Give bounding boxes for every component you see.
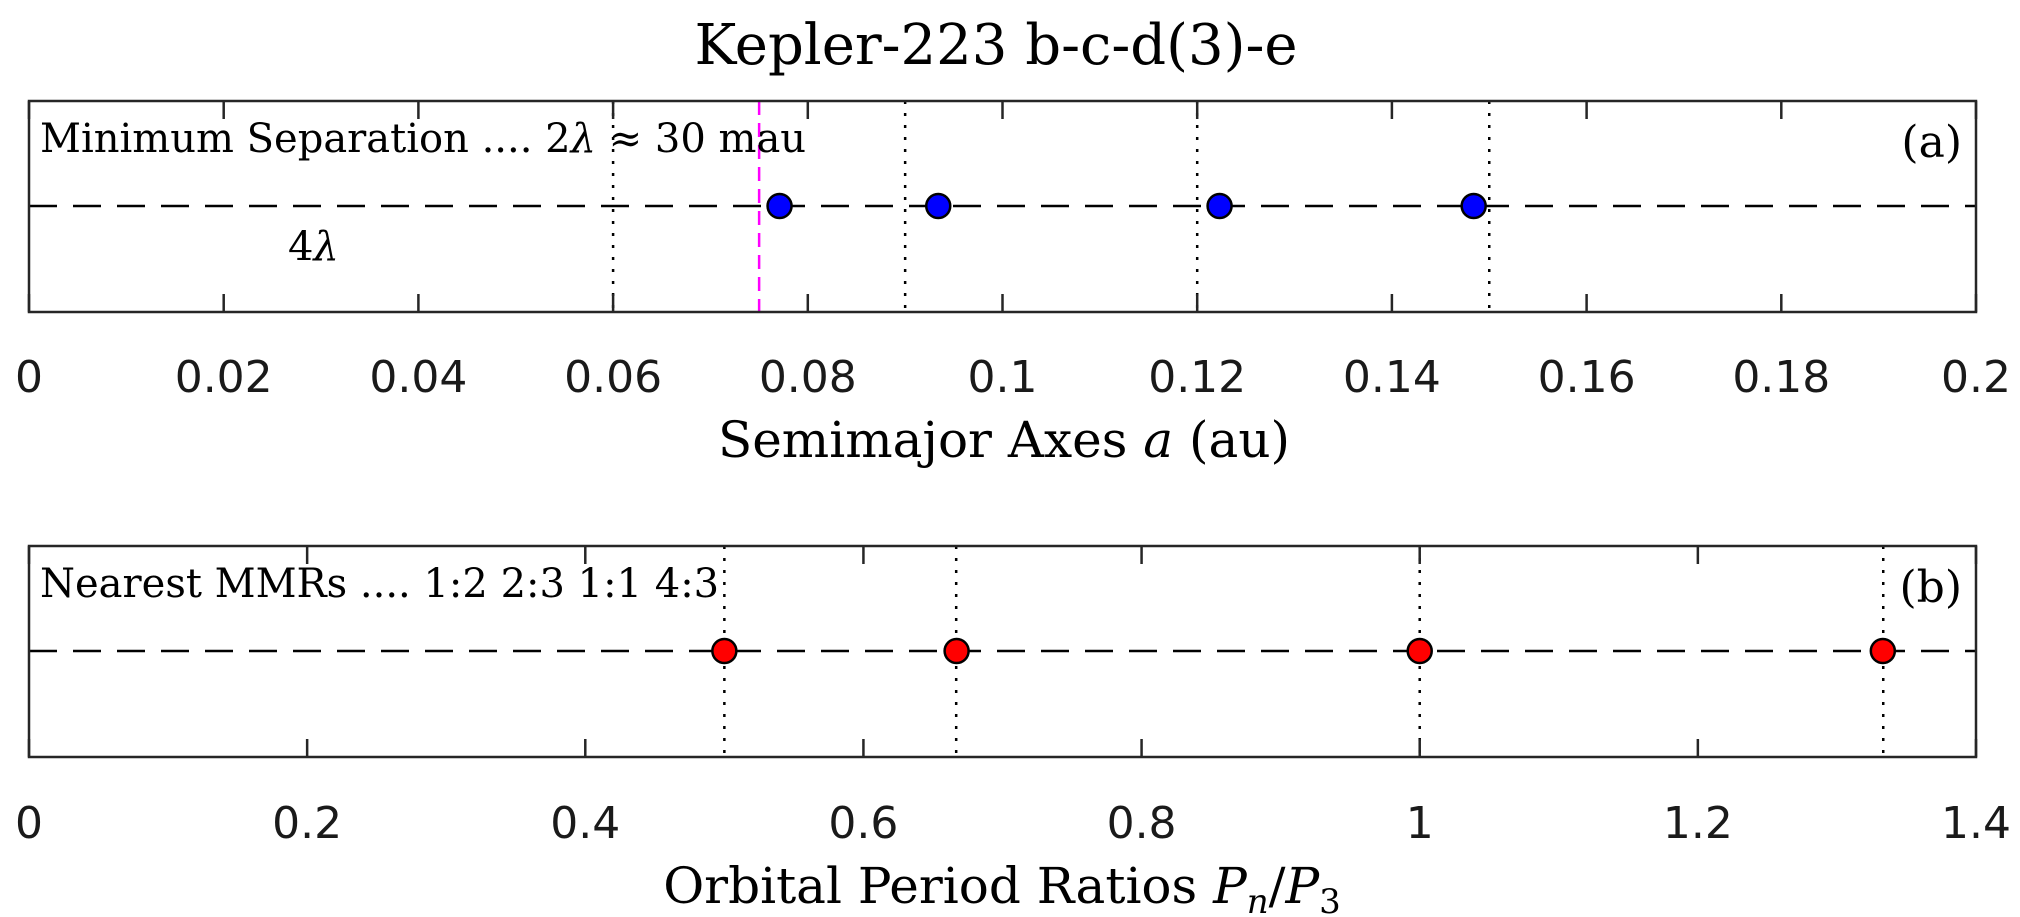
panel-b-tick-label-7: 1.4: [1941, 798, 2011, 849]
panel-a-tick-label-2: 0.04: [369, 352, 467, 403]
panel-a-xlabel-suffix: (au): [1173, 411, 1290, 469]
panel-b-tick-labels: 0 0.2 0.4 0.6 0.8 1 1.2 1.4: [15, 798, 2011, 849]
panel-a-tick-label-7: 0.14: [1343, 352, 1441, 403]
panel-a-point-1: [924, 192, 952, 220]
panel-b-xlabel-slash: /: [1269, 857, 1286, 915]
panel-a: Minimum Separation .... 2λ ≈ 30 mau 4λ (…: [15, 99, 2011, 469]
panel-b-point-3: [1869, 637, 1897, 665]
panel-a-lambda-1: λ: [569, 116, 596, 162]
panel-a-points: [766, 192, 1487, 220]
panel-a-ticks: [27, 101, 1978, 312]
panel-b-tick-label-3: 0.6: [828, 798, 898, 849]
panel-b-tick-label-4: 0.8: [1107, 798, 1177, 849]
panel-b-tick-label-0: 0: [15, 798, 43, 849]
panel-b-frame: [27, 544, 1978, 759]
panel-a-tag: (a): [1901, 117, 1962, 168]
panel-a-tick-label-10: 0.2: [1941, 352, 2011, 403]
panel-b-tick-label-5: 1: [1406, 798, 1434, 849]
panel-a-point-3: [1460, 192, 1487, 220]
panel-a-tick-label-5: 0.1: [968, 352, 1038, 403]
panel-a-reference-lines: [611, 101, 1491, 312]
panel-b-tag: (b): [1900, 562, 1963, 613]
panel-a-tick-label-4: 0.08: [759, 352, 857, 403]
panel-b-tick-label-1: 0.2: [272, 798, 342, 849]
panel-a-tick-label-6: 0.12: [1148, 352, 1246, 403]
panel-b-point-2: [1406, 637, 1433, 665]
panel-a-xlabel: Semimajor Axes a (au): [718, 411, 1290, 469]
panel-a-annotation-line2: 4λ: [288, 224, 339, 270]
panel-a-annotation-suffix: ≈ 30 mau: [596, 116, 806, 162]
panel-a-tick-label-3: 0.06: [564, 352, 662, 403]
panel-b-tick-label-2: 0.4: [550, 798, 620, 849]
panel-b-point-0: [711, 637, 738, 665]
panel-a-annotation-prefix: Minimum Separation .... 2: [40, 116, 571, 162]
panel-a-lambda-2: λ: [311, 224, 338, 270]
panel-a-tick-label-8: 0.16: [1538, 352, 1636, 403]
panel-a-xlabel-prefix: Semimajor Axes: [718, 411, 1143, 469]
panel-b-ticks: [27, 546, 1978, 757]
panel-a-point-0: [766, 192, 793, 220]
panel-a-tick-label-0: 0: [15, 352, 43, 403]
panel-b-xlabel-var-2: P: [1285, 857, 1321, 915]
panel-b-annotation: Nearest MMRs .... 1:2 2:3 1:1 4:3: [40, 561, 719, 607]
panel-b-point-1: [943, 637, 970, 665]
panel-b-points: [711, 637, 1897, 665]
panel-a-xlabel-var: a: [1143, 411, 1173, 469]
panel-b-tick-label-6: 1.2: [1663, 798, 1733, 849]
panel-b-xlabel: Orbital Period Ratios Pn/P3: [663, 857, 1341, 917]
panel-a-tick-label-1: 0.02: [175, 352, 273, 403]
panel-b-xlabel-sub-2: 3: [1319, 882, 1341, 917]
panel-a-annotation2-prefix: 4: [288, 224, 313, 270]
chart-title: Kepler-223 b-c-d(3)-e: [694, 13, 1297, 78]
panel-b-xlabel-sub-1: n: [1247, 882, 1269, 917]
panel-a-tick-label-9: 0.18: [1732, 352, 1830, 403]
panel-b-xlabel-var-1: P: [1212, 857, 1248, 915]
panel-a-point-2: [1206, 192, 1233, 220]
panel-a-tick-labels: 0 0.02 0.04 0.06 0.08 0.1 0.12 0.14 0.16 0.18 0.2: [15, 352, 2011, 403]
panel-b-xlabel-prefix: Orbital Period Ratios: [663, 857, 1213, 915]
panel-a-annotation-line1: Minimum Separation .... 2λ ≈ 30 mau: [40, 116, 806, 162]
